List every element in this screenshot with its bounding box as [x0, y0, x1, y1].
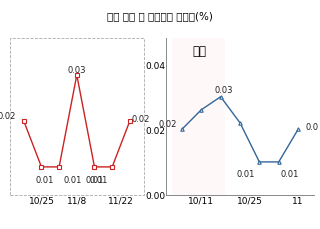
Text: 0.01: 0.01: [89, 175, 108, 184]
Bar: [172, 39, 225, 195]
Text: 0.01: 0.01: [35, 175, 53, 184]
Text: 0.01: 0.01: [281, 169, 299, 178]
Text: 0.01: 0.01: [85, 175, 104, 184]
Text: 0.03: 0.03: [68, 65, 86, 74]
Text: 0.02: 0.02: [159, 120, 177, 129]
Text: 전세: 전세: [193, 45, 207, 58]
Text: 0.02: 0.02: [0, 111, 16, 120]
Text: 0.01: 0.01: [64, 175, 82, 184]
Text: 0.03: 0.03: [214, 86, 233, 95]
Text: 서울 매매 및 전세가격 변동률(%): 서울 매매 및 전세가격 변동률(%): [107, 11, 213, 21]
Text: 0.0: 0.0: [305, 123, 318, 131]
Text: 0.02: 0.02: [132, 114, 150, 123]
Text: 0.01: 0.01: [236, 169, 255, 178]
